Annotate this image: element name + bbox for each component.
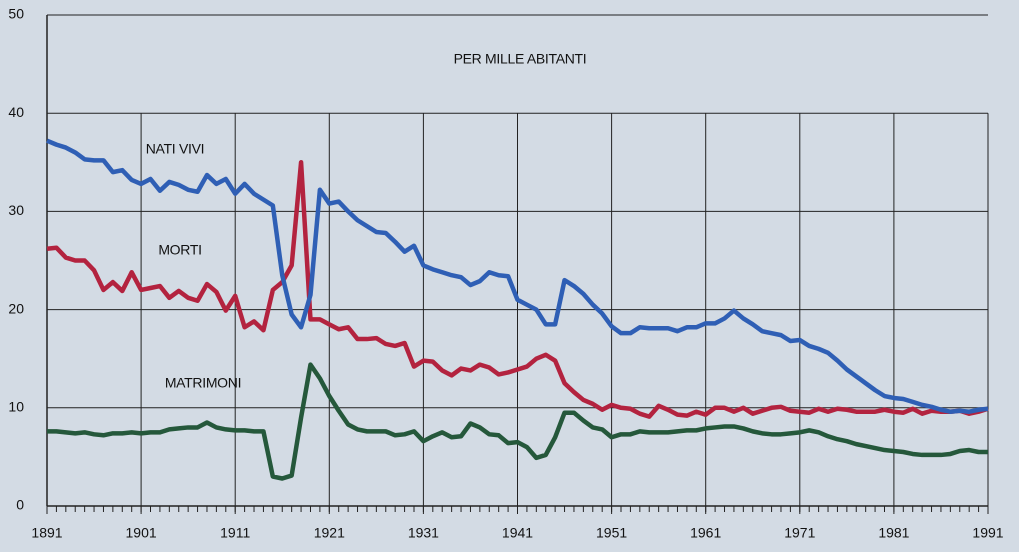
- y-tick-label: 20: [8, 300, 24, 316]
- chart-subtitle: PER MILLE ABITANTI: [454, 51, 587, 67]
- y-tick-label: 40: [8, 104, 24, 120]
- x-tick-label: 1941: [502, 525, 533, 541]
- series-line: [47, 362, 988, 481]
- x-tick-label: 1911: [220, 525, 250, 541]
- x-tick-label: 1951: [596, 525, 627, 541]
- x-tick-label: 1961: [690, 525, 721, 541]
- series-label: MORTI: [158, 242, 201, 258]
- x-tick-label: 1931: [408, 525, 439, 541]
- series-label: MATRIMONI: [165, 375, 241, 391]
- x-tick-label: 1991: [972, 525, 1003, 541]
- x-tick-label: 1921: [314, 525, 345, 541]
- y-tick-label: 50: [8, 6, 24, 22]
- y-tick-label: 30: [8, 202, 24, 218]
- y-tick-label: 10: [8, 399, 24, 415]
- x-tick-label: 1891: [31, 525, 62, 541]
- y-tick-label: 0: [16, 497, 24, 513]
- series-label: NATI VIVI: [146, 141, 205, 157]
- x-tick-label: 1981: [878, 525, 909, 541]
- x-tick-label: 1971: [784, 525, 815, 541]
- series-line: [46, 138, 989, 414]
- series-line: [46, 160, 989, 419]
- x-tick-label: 1901: [126, 525, 157, 541]
